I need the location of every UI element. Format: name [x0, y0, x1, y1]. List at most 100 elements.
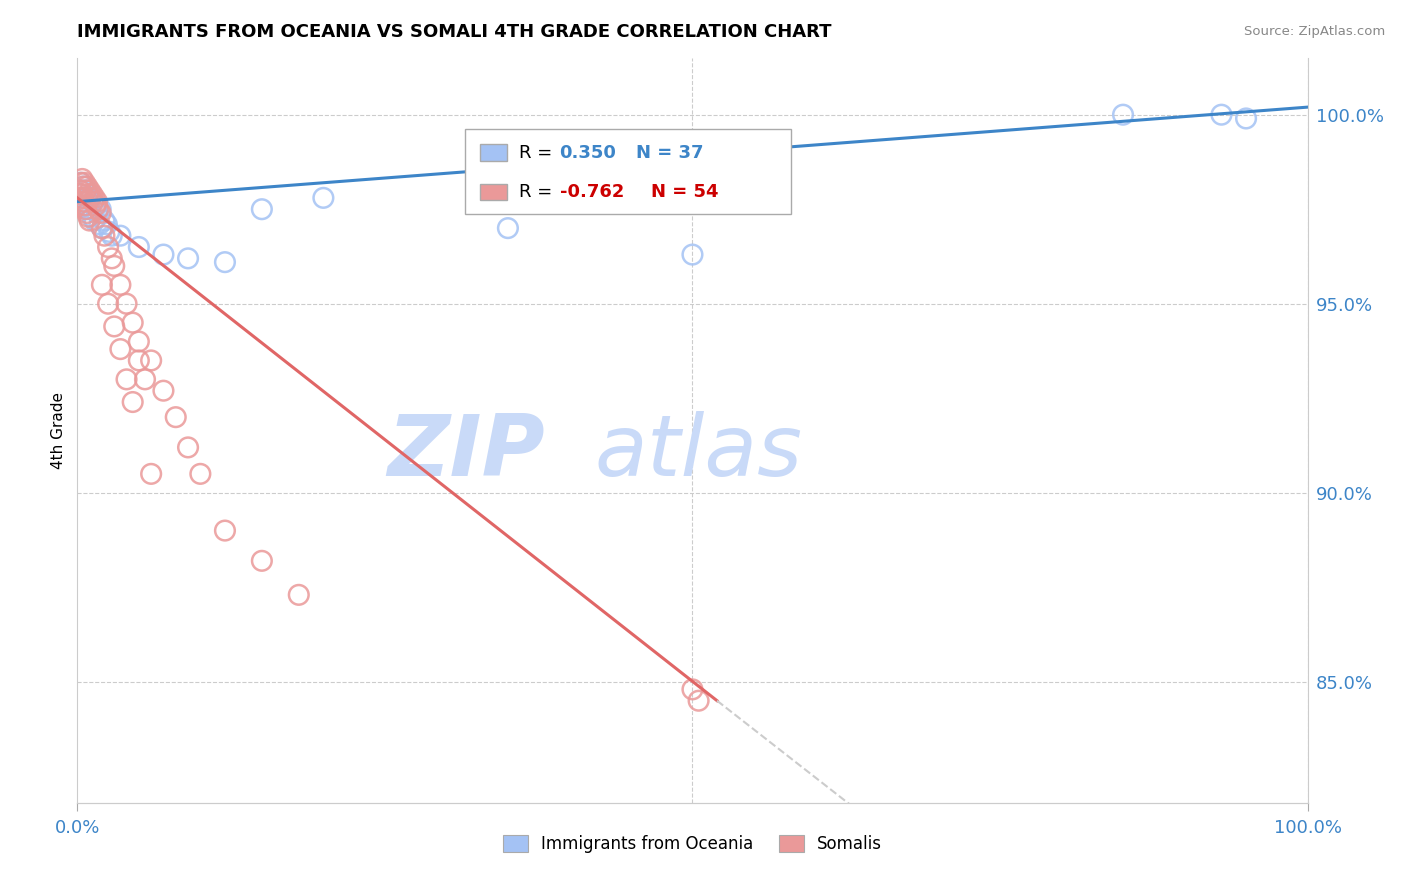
- Point: [70, 191, 93, 205]
- Point: [214, 255, 236, 269]
- Point: [115, 372, 138, 386]
- Point: [98, 225, 121, 239]
- Point: [79, 183, 101, 197]
- FancyBboxPatch shape: [479, 184, 506, 200]
- Point: [75, 183, 97, 197]
- Point: [76, 191, 98, 205]
- Point: [69, 187, 91, 202]
- Point: [79, 213, 101, 227]
- Y-axis label: 4th Grade: 4th Grade: [51, 392, 66, 469]
- Point: [312, 191, 335, 205]
- Point: [77, 187, 100, 202]
- Point: [110, 277, 132, 292]
- Point: [101, 252, 124, 266]
- Point: [77, 198, 100, 212]
- Point: [70, 187, 93, 202]
- Text: Source: ZipAtlas.com: Source: ZipAtlas.com: [1244, 25, 1385, 38]
- Point: [141, 467, 163, 481]
- Point: [1234, 112, 1257, 126]
- Point: [83, 191, 105, 205]
- Point: [69, 183, 91, 197]
- Text: 0.350: 0.350: [560, 144, 616, 161]
- Point: [72, 179, 94, 194]
- Point: [128, 353, 150, 368]
- Point: [75, 183, 97, 197]
- Point: [89, 217, 111, 231]
- Point: [90, 206, 112, 220]
- Point: [79, 191, 101, 205]
- Point: [80, 191, 103, 205]
- Point: [496, 221, 519, 235]
- Point: [79, 202, 101, 217]
- Point: [70, 183, 93, 197]
- Text: N = 54: N = 54: [651, 183, 718, 201]
- Point: [682, 247, 704, 261]
- Point: [72, 194, 94, 209]
- Point: [1211, 108, 1233, 122]
- Point: [128, 334, 150, 349]
- Point: [288, 588, 311, 602]
- Point: [86, 194, 108, 209]
- Point: [82, 194, 104, 209]
- Text: IMMIGRANTS FROM OCEANIA VS SOMALI 4TH GRADE CORRELATION CHART: IMMIGRANTS FROM OCEANIA VS SOMALI 4TH GR…: [77, 23, 832, 41]
- Point: [165, 410, 187, 425]
- Point: [177, 441, 200, 455]
- Point: [73, 198, 96, 212]
- Point: [84, 198, 107, 212]
- Point: [75, 202, 97, 217]
- Point: [82, 187, 104, 202]
- Point: [70, 172, 93, 186]
- Point: [86, 198, 108, 212]
- Point: [86, 206, 108, 220]
- Point: [152, 384, 174, 398]
- Text: R =: R =: [519, 183, 558, 201]
- Point: [110, 228, 132, 243]
- Legend: Immigrants from Oceania, Somalis: Immigrants from Oceania, Somalis: [495, 827, 890, 862]
- Point: [121, 316, 143, 330]
- Point: [73, 198, 96, 212]
- FancyBboxPatch shape: [479, 145, 506, 161]
- Point: [75, 202, 97, 217]
- Point: [70, 176, 93, 190]
- Point: [177, 252, 200, 266]
- Point: [214, 524, 236, 538]
- Point: [82, 210, 104, 224]
- Point: [97, 240, 120, 254]
- Point: [77, 210, 100, 224]
- Point: [250, 554, 273, 568]
- Point: [82, 194, 104, 209]
- Point: [188, 467, 212, 481]
- Point: [73, 176, 96, 190]
- Point: [83, 213, 105, 227]
- Point: [103, 259, 125, 273]
- Point: [93, 213, 115, 227]
- Text: ZIP: ZIP: [387, 411, 546, 494]
- Point: [134, 372, 156, 386]
- Point: [70, 176, 93, 190]
- Point: [76, 179, 98, 194]
- Point: [152, 247, 174, 261]
- Point: [72, 194, 94, 209]
- Point: [90, 221, 114, 235]
- Point: [103, 319, 125, 334]
- Point: [101, 228, 124, 243]
- Point: [250, 202, 273, 217]
- Point: [97, 297, 120, 311]
- Text: -0.762: -0.762: [560, 183, 624, 201]
- Point: [121, 395, 143, 409]
- Text: R =: R =: [519, 144, 558, 161]
- Point: [72, 179, 94, 194]
- Point: [70, 191, 93, 205]
- Point: [96, 217, 118, 231]
- Text: atlas: atlas: [595, 411, 801, 494]
- Point: [76, 206, 98, 220]
- Point: [682, 682, 704, 697]
- Text: N = 37: N = 37: [636, 144, 703, 161]
- Point: [688, 694, 710, 708]
- Point: [90, 277, 114, 292]
- Point: [141, 353, 163, 368]
- FancyBboxPatch shape: [465, 128, 792, 214]
- Point: [110, 342, 132, 356]
- Point: [128, 240, 150, 254]
- Point: [1112, 108, 1135, 122]
